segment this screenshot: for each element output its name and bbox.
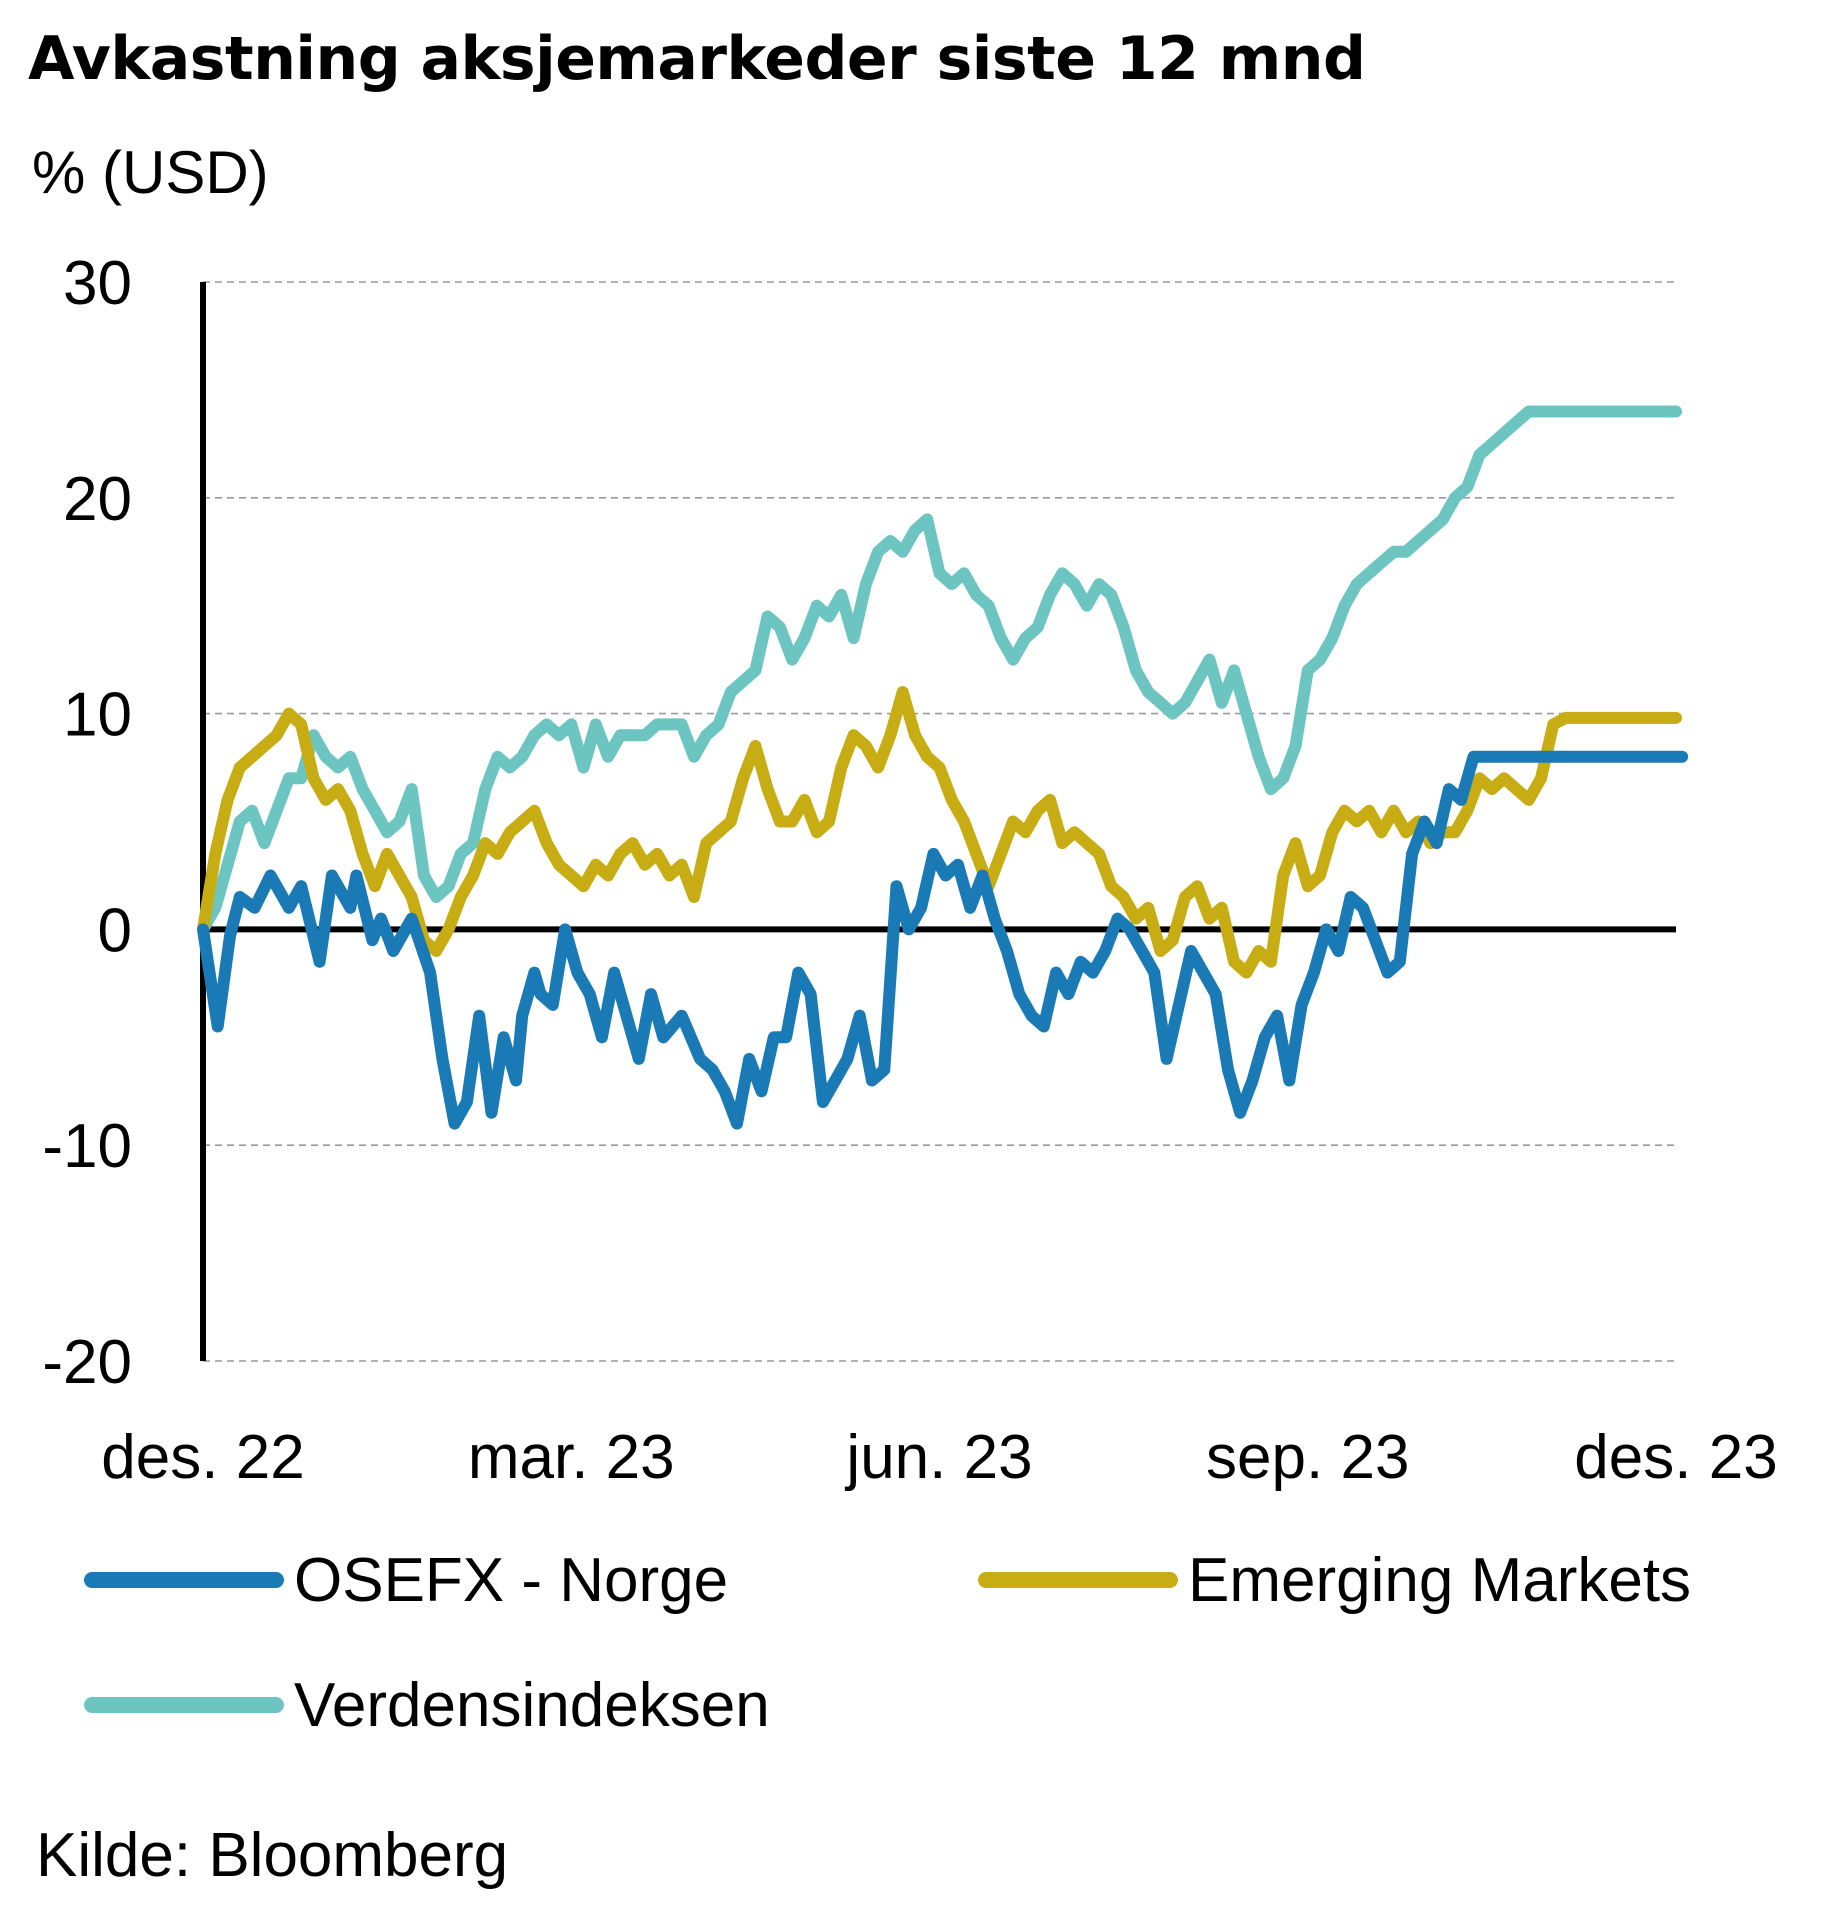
- x-tick-label: jun. 23: [844, 1423, 1032, 1492]
- y-unit-label: % (USD): [32, 139, 269, 206]
- series-lines: [197, 405, 1689, 1130]
- legend-swatch-emerging-markets: [978, 1572, 1178, 1588]
- legend-label-osefx: OSEFX - Norge: [294, 1545, 729, 1615]
- x-tick-label: sep. 23: [1206, 1423, 1409, 1492]
- x-tick-label: des. 23: [1574, 1423, 1777, 1492]
- x-tick-label: mar. 23: [468, 1423, 675, 1492]
- series-line-verdensindeksen: [197, 405, 1682, 936]
- y-tick-label: 20: [63, 465, 132, 534]
- legend-item-emerging-markets: Emerging Markets: [978, 1540, 1691, 1620]
- series-line-osefx-norge: [197, 750, 1689, 1130]
- legend-label-verdensindeksen: Verdensindeksen: [294, 1670, 770, 1740]
- legend-swatch-verdensindeksen: [84, 1697, 284, 1713]
- grid-lines: [203, 281, 1676, 1362]
- y-tick-label: 10: [63, 681, 132, 750]
- x-tick-label: des. 22: [101, 1423, 304, 1492]
- y-tick-label: 0: [98, 896, 132, 965]
- y-tick-label: 30: [63, 249, 132, 318]
- y-tick-label: -10: [42, 1112, 132, 1181]
- legend-label-emerging-markets: Emerging Markets: [1188, 1545, 1692, 1615]
- legend-item-verdensindeksen: Verdensindeksen: [84, 1665, 770, 1745]
- legend-item-osefx: OSEFX - Norge: [84, 1540, 728, 1620]
- source-note: Kilde: Bloomberg: [36, 1821, 509, 1890]
- tick-labels: 30 20 10 0 -10 -20 des. 22 mar. 23 jun. 23 sep. 2…: [42, 249, 1777, 1492]
- chart-title: Avkastning aksjemarkeder siste 12 mnd: [28, 24, 1366, 94]
- y-tick-label: -20: [42, 1328, 132, 1397]
- legend-swatch-osefx: [84, 1572, 284, 1588]
